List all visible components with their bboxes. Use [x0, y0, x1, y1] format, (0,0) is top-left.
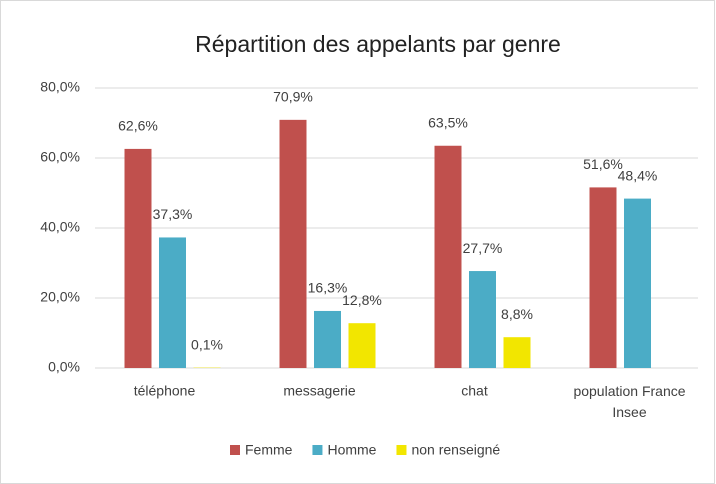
bar — [434, 145, 462, 368]
x-tick-label: messagerie — [283, 383, 356, 399]
bar — [159, 237, 186, 368]
value-label: 37,3% — [153, 206, 193, 222]
y-tick-label: 0,0% — [48, 359, 80, 375]
value-label: 70,9% — [273, 89, 313, 105]
bar — [314, 310, 341, 368]
value-label: 16,3% — [308, 280, 348, 296]
bar — [348, 323, 376, 368]
legend-swatch — [396, 445, 407, 455]
value-label: 0,1% — [191, 336, 223, 352]
bar — [624, 198, 651, 368]
bar — [279, 119, 307, 368]
bar — [589, 187, 617, 368]
value-label: 12,8% — [342, 292, 382, 308]
x-tick-label: téléphone — [134, 383, 196, 399]
value-label: 8,8% — [501, 306, 533, 322]
bar — [124, 148, 152, 368]
value-label: 51,6% — [583, 156, 623, 172]
chart-title: Répartition des appelants par genre — [195, 31, 561, 57]
legend-swatch — [230, 445, 240, 455]
value-label: 63,5% — [428, 114, 468, 130]
y-tick-label: 20,0% — [40, 289, 80, 305]
value-label: 27,7% — [463, 240, 503, 256]
bar — [503, 337, 531, 368]
y-tick-label: 60,0% — [40, 149, 80, 165]
bar — [469, 271, 496, 368]
value-label: 48,4% — [618, 167, 658, 183]
x-tick-label: population France Insee — [573, 383, 685, 420]
y-tick-label: 80,0% — [40, 79, 80, 95]
legend-label: Femme — [245, 442, 293, 458]
legend-swatch — [312, 445, 323, 455]
y-tick-label: 40,0% — [40, 219, 80, 235]
legend-label: Homme — [327, 442, 376, 458]
x-tick-label: chat — [461, 383, 488, 399]
legend-label: non renseigné — [411, 442, 500, 458]
value-label: 62,6% — [118, 118, 158, 134]
